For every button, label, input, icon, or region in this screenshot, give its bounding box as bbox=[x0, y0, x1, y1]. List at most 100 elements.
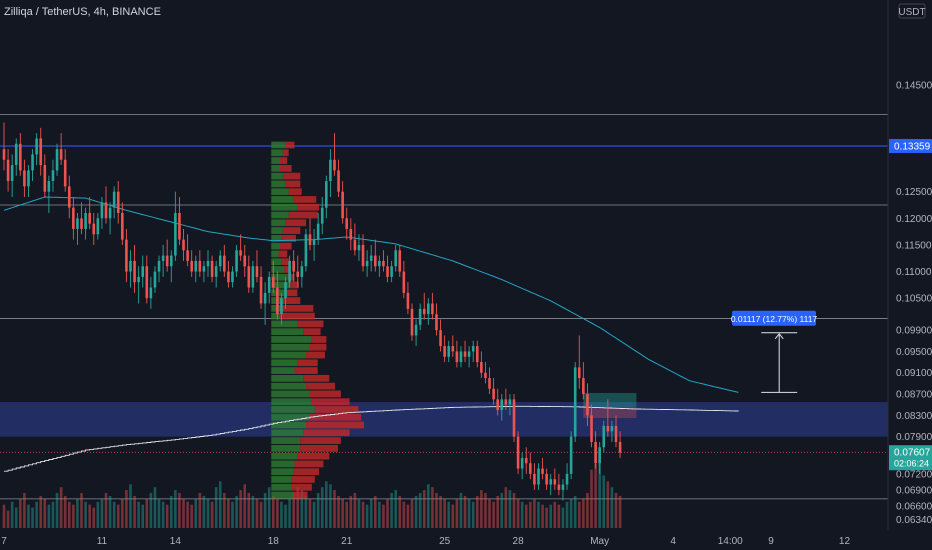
volume-bar bbox=[443, 498, 446, 528]
candle-body bbox=[520, 457, 524, 469]
volume-profile-up-row bbox=[271, 281, 291, 289]
volume-bar bbox=[333, 490, 336, 528]
time-axis[interactable]: 7 11 14 18 21 25 28 May 4 14:00 9 12 bbox=[1, 536, 850, 547]
volume-bar bbox=[382, 504, 385, 528]
currency-button-frame bbox=[898, 3, 926, 19]
price-axis[interactable]: 0.14500 0.12500 0.12000 0.11500 0.11000 0.105… bbox=[889, 81, 932, 526]
volume-bar bbox=[618, 495, 622, 528]
candle-body bbox=[582, 378, 585, 395]
candle-body bbox=[263, 292, 267, 304]
volume-profile-up-row bbox=[271, 219, 286, 227]
volume-profile-down-row bbox=[285, 219, 307, 227]
volume-profile-down-row bbox=[285, 180, 301, 188]
volume-profile-up-row bbox=[271, 242, 280, 250]
candle-body bbox=[202, 266, 206, 272]
volume-profile-up-row bbox=[271, 437, 301, 444]
volume-profile-down-row bbox=[281, 234, 296, 242]
candle-body bbox=[529, 463, 532, 474]
candle-body bbox=[533, 473, 536, 485]
volume-bar bbox=[23, 493, 26, 528]
volume-bar bbox=[259, 501, 263, 528]
measure-tool-layer: 0.01117 (12.77%) 1117 bbox=[731, 310, 817, 393]
candle-body bbox=[451, 346, 455, 352]
volume-bar bbox=[463, 495, 467, 528]
volume-bar bbox=[31, 507, 34, 528]
candle-body bbox=[288, 260, 291, 283]
volume-bar bbox=[116, 504, 120, 528]
volume-bar bbox=[76, 498, 79, 528]
volume-bar bbox=[582, 498, 585, 528]
price-tick-label: 0.09500 bbox=[896, 347, 932, 358]
volume-bar bbox=[255, 498, 259, 528]
volume-bar bbox=[104, 493, 108, 528]
volume-bar bbox=[533, 498, 536, 528]
volume-profile-up-row bbox=[271, 157, 280, 164]
volume-bar bbox=[227, 498, 230, 528]
candle-body bbox=[72, 207, 75, 229]
candle-body bbox=[231, 271, 234, 283]
volume-profile-down-row bbox=[297, 203, 320, 211]
volume-profile-down-row bbox=[279, 164, 292, 172]
volume-profile-up-row bbox=[271, 211, 289, 219]
volume-bar bbox=[129, 484, 132, 528]
volume-bar bbox=[300, 490, 304, 528]
volume-bar bbox=[92, 507, 96, 528]
volume-bar bbox=[586, 493, 589, 528]
candle-body bbox=[541, 468, 544, 474]
volume-bar bbox=[455, 498, 459, 528]
volume-bar bbox=[80, 493, 83, 528]
volume-bar bbox=[2, 504, 6, 528]
volume-profile-down-row bbox=[279, 312, 315, 320]
candle-body bbox=[149, 287, 153, 299]
volume-bar bbox=[549, 504, 553, 528]
volume-profile-up-row bbox=[271, 374, 304, 382]
volume-profile-up-row bbox=[271, 227, 283, 234]
candle-body bbox=[198, 260, 202, 272]
volume-profile-up-row bbox=[271, 390, 309, 398]
candle-body bbox=[247, 266, 251, 288]
candle-body bbox=[394, 250, 397, 267]
candle-body bbox=[284, 282, 287, 299]
candle-body bbox=[153, 271, 157, 288]
volume-bar bbox=[378, 501, 381, 528]
volume-bar bbox=[402, 501, 406, 528]
volume-profile-down-row bbox=[282, 227, 301, 234]
volume-profile-down-row bbox=[303, 429, 350, 437]
volume-bar bbox=[14, 507, 18, 528]
candle-body bbox=[35, 138, 38, 155]
volume-profile-up-row bbox=[271, 444, 301, 452]
volume-profile-up-row bbox=[271, 382, 307, 390]
time-tick-label: 7 bbox=[1, 536, 7, 547]
volume-bar bbox=[10, 501, 14, 528]
volume-bar bbox=[345, 501, 349, 528]
time-tick-label: 14 bbox=[170, 536, 182, 547]
volume-bar bbox=[365, 504, 369, 528]
support-zone-layer bbox=[0, 402, 888, 437]
time-tick-label: 4 bbox=[670, 536, 676, 547]
volume-bar bbox=[43, 498, 47, 528]
candle-body bbox=[251, 266, 255, 288]
volume-bar bbox=[545, 507, 548, 528]
volume-profile-down-row bbox=[293, 491, 308, 499]
volume-profile-down-row bbox=[306, 382, 336, 390]
candle-body bbox=[500, 399, 504, 410]
volume-bar bbox=[186, 501, 189, 528]
candle-body bbox=[96, 218, 100, 235]
volume-profile-down-row bbox=[291, 483, 312, 491]
candle-body bbox=[325, 181, 328, 208]
candle-body bbox=[316, 223, 320, 240]
volume-bar bbox=[325, 481, 328, 528]
currency-label: USDT bbox=[898, 7, 925, 18]
volume-profile-up-row bbox=[271, 359, 298, 367]
candle-body bbox=[565, 473, 569, 485]
currency-button[interactable]: USDT bbox=[898, 3, 926, 19]
volume-bar bbox=[577, 501, 581, 528]
volume-bar bbox=[508, 490, 512, 528]
volume-profile-layer bbox=[271, 141, 365, 499]
volume-profile-down-row bbox=[308, 413, 362, 421]
volume-bar bbox=[320, 487, 324, 528]
volume-bar bbox=[198, 493, 202, 528]
candle-body bbox=[112, 191, 116, 208]
